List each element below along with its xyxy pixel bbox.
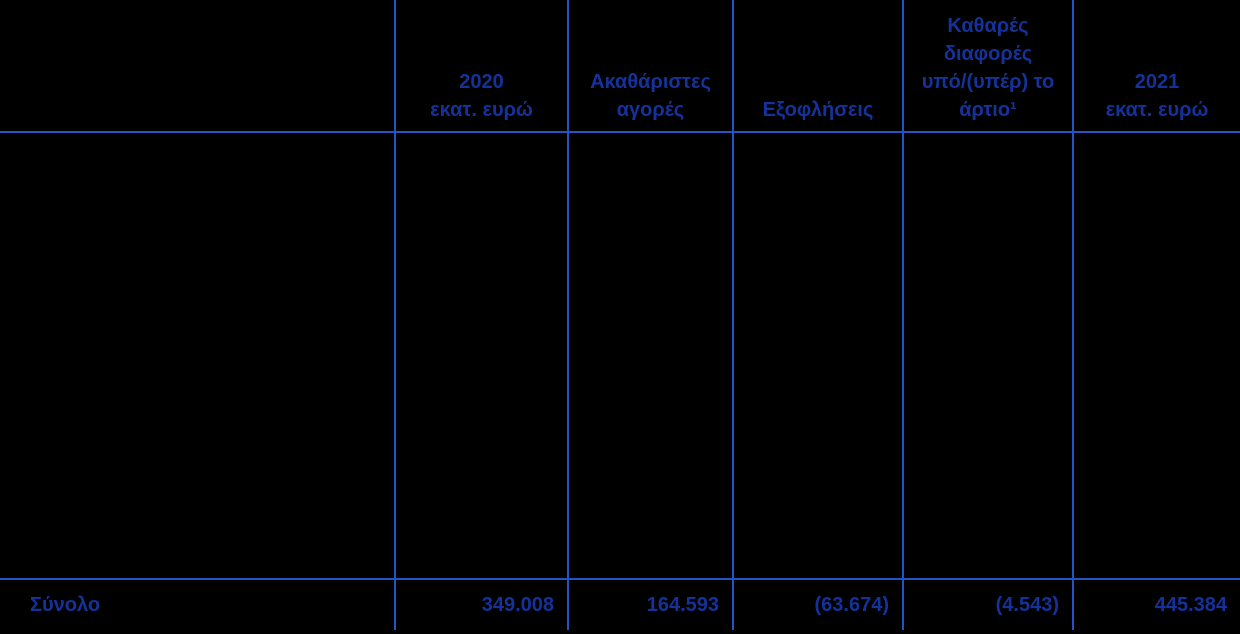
header-cell-row-label — [0, 0, 394, 131]
body-cell-redemptions — [732, 133, 902, 578]
body-cell-row-label — [0, 133, 394, 578]
total-value-gross-purchases: 164.593 — [567, 580, 732, 630]
table-total-row: Σύνολο 349.008 164.593 (63.674) (4.543) … — [0, 578, 1240, 630]
total-row-label: Σύνολο — [30, 593, 101, 616]
total-value-net-premium-discount: (4.543) — [902, 580, 1072, 630]
body-cell-gross-purchases — [567, 133, 732, 578]
table-body-empty-region — [0, 131, 1240, 578]
header-cell-net-premium-discount: Καθαρές διαφορές υπό/(υπέρ) το άρτιο¹ — [902, 0, 1072, 131]
total-value-2020: 349.008 — [394, 580, 567, 630]
table-header-row: 2020 εκατ. ευρώ Ακαθάριστες αγορές Εξοφλ… — [0, 0, 1240, 131]
body-cell-2020 — [394, 133, 567, 578]
body-cell-2021 — [1072, 133, 1240, 578]
header-cell-2021: 2021 εκατ. ευρώ — [1072, 0, 1240, 131]
body-cell-net-premium-discount — [902, 133, 1072, 578]
header-cell-redemptions: Εξοφλήσεις — [732, 0, 902, 131]
total-value-redemptions: (63.674) — [732, 580, 902, 630]
bottom-gap — [0, 630, 1240, 634]
header-cell-2020: 2020 εκατ. ευρώ — [394, 0, 567, 131]
header-cell-gross-purchases: Ακαθάριστες αγορές — [567, 0, 732, 131]
total-value-2021: 445.384 — [1072, 580, 1240, 630]
